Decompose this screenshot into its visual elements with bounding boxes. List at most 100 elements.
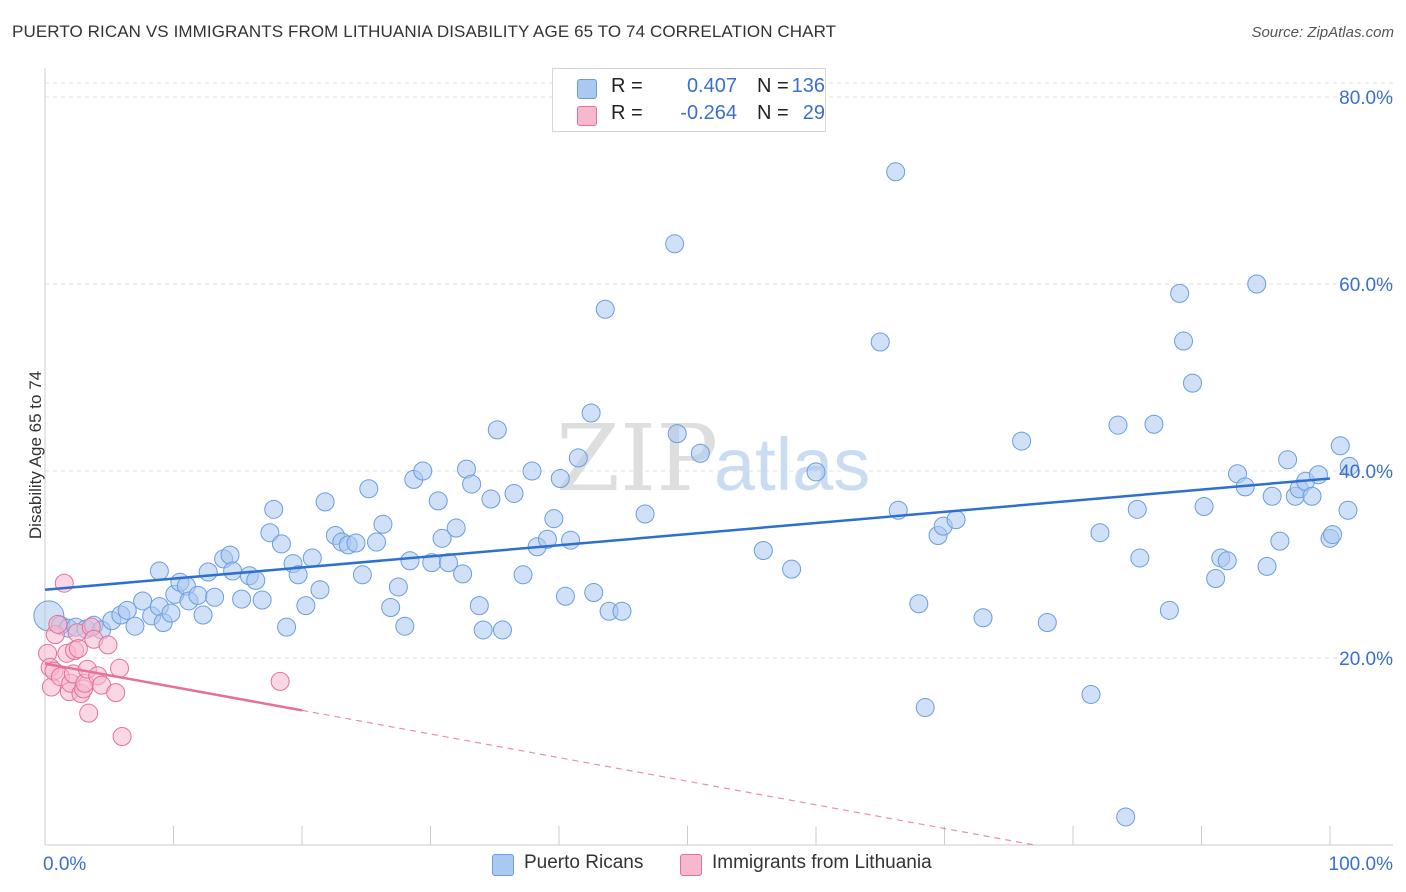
trend-line-immigrants-from-lithuania — [44, 662, 303, 712]
data-point-puerto-ricans — [487, 420, 507, 440]
data-point-puerto-ricans — [346, 533, 366, 553]
y-tick-label: 20.0% — [1339, 649, 1393, 670]
data-point-puerto-ricans — [1174, 331, 1194, 351]
y-tick-labels: 20.0% 40.0% 60.0% 80.0% — [1339, 88, 1393, 670]
data-point-puerto-ricans — [870, 332, 890, 352]
data-point-puerto-ricans — [1247, 274, 1267, 294]
chart-title: PUERTO RICAN VS IMMIGRANTS FROM LITHUANI… — [12, 22, 837, 41]
data-point-puerto-ricans — [522, 461, 542, 481]
data-point-puerto-ricans — [481, 489, 501, 509]
data-point-puerto-ricans — [581, 403, 601, 423]
data-point-puerto-ricans — [1206, 569, 1226, 589]
data-point-puerto-ricans — [400, 551, 420, 571]
legend-n-label: N = — [757, 102, 789, 124]
legend-r-value: -0.264 — [680, 102, 737, 124]
data-point-puerto-ricans — [288, 565, 308, 585]
data-point-puerto-ricans — [1183, 373, 1203, 393]
data-point-puerto-ricans — [1302, 486, 1322, 506]
data-point-puerto-ricans — [544, 509, 564, 529]
legend-n-value: 29 — [802, 102, 825, 124]
data-point-puerto-ricans — [453, 564, 473, 584]
series-immigrants-from-lithuania — [38, 573, 290, 747]
data-point-puerto-ricans — [1130, 548, 1150, 568]
data-point-puerto-ricans — [271, 534, 291, 554]
data-point-puerto-ricans — [1278, 450, 1298, 470]
data-point-immigrants-from-lithuania — [110, 658, 130, 678]
data-point-puerto-ricans — [388, 577, 408, 597]
data-point-puerto-ricans — [223, 561, 243, 581]
trend-line-extension-immigrants-from-lithuania — [301, 709, 1035, 846]
data-point-puerto-ricans — [260, 523, 280, 543]
data-point-puerto-ricans — [612, 601, 632, 621]
data-point-puerto-ricans — [296, 596, 316, 616]
data-point-puerto-ricans — [1081, 684, 1101, 704]
data-point-puerto-ricans — [1127, 499, 1147, 519]
data-point-puerto-ricans — [161, 603, 181, 623]
correlation-legend: R = 0.407 N = 136 R = -0.264 N = 29 — [552, 68, 826, 132]
data-point-puerto-ricans — [568, 448, 588, 468]
data-point-puerto-ricans — [432, 528, 452, 548]
data-point-puerto-ricans — [252, 590, 272, 610]
data-point-puerto-ricans — [1270, 531, 1290, 551]
data-point-immigrants-from-lithuania — [68, 639, 88, 659]
data-point-puerto-ricans — [667, 424, 687, 444]
data-point-immigrants-from-lithuania — [106, 683, 126, 703]
axes — [44, 68, 1393, 846]
data-point-puerto-ricans — [302, 548, 322, 568]
trend-lines — [44, 477, 1331, 846]
data-point-puerto-ricans — [1257, 556, 1277, 576]
bottom-legend-swatch-immigrants-from-lithuania — [680, 854, 702, 876]
data-point-puerto-ricans — [1116, 807, 1136, 827]
data-point-puerto-ricans — [469, 596, 489, 616]
data-point-puerto-ricans — [462, 474, 482, 494]
legend-n-value: 136 — [791, 75, 825, 97]
legend-r-value: 0.407 — [686, 75, 737, 97]
data-point-puerto-ricans — [1170, 283, 1190, 303]
bottom-legend-label: Puerto Ricans — [524, 852, 644, 873]
data-point-puerto-ricans — [1194, 497, 1214, 517]
data-point-puerto-ricans — [359, 479, 379, 499]
series-puerto-ricans — [33, 162, 1359, 827]
data-point-puerto-ricans — [1217, 551, 1237, 571]
data-point-puerto-ricans — [635, 504, 655, 524]
legend-r-label: R = — [611, 102, 643, 124]
data-point-puerto-ricans — [1108, 415, 1128, 435]
data-point-immigrants-from-lithuania — [112, 727, 132, 747]
data-point-puerto-ricans — [1037, 612, 1057, 632]
data-point-puerto-ricans — [373, 514, 393, 534]
data-point-puerto-ricans — [1159, 600, 1179, 620]
data-point-puerto-ricans — [1090, 523, 1110, 543]
data-point-immigrants-from-lithuania — [48, 614, 68, 634]
data-point-puerto-ricans — [367, 532, 387, 552]
watermark-atlas: atlas — [714, 423, 870, 506]
data-point-puerto-ricans — [886, 162, 906, 182]
legend-r-label: R = — [611, 75, 643, 97]
data-point-puerto-ricans — [537, 529, 557, 549]
bottom-legend-swatch-puerto-ricans — [492, 854, 514, 876]
data-point-puerto-ricans — [125, 616, 145, 636]
data-point-puerto-ricans — [561, 530, 581, 550]
data-point-puerto-ricans — [555, 586, 575, 606]
data-point-immigrants-from-lithuania — [98, 635, 118, 655]
data-point-puerto-ricans — [133, 591, 153, 611]
data-point-puerto-ricans — [513, 565, 533, 585]
legend-n-label: N = — [757, 75, 789, 97]
y-tick-label: 40.0% — [1339, 462, 1393, 483]
data-point-puerto-ricans — [205, 587, 225, 607]
x-tick-label-max: 100.0% — [1329, 854, 1394, 875]
data-point-puerto-ricans — [909, 594, 929, 614]
data-point-puerto-ricans — [310, 580, 330, 600]
y-tick-label: 80.0% — [1339, 88, 1393, 109]
legend-swatch-immigrants-from-lithuania — [577, 106, 597, 126]
data-point-puerto-ricans — [504, 483, 524, 503]
data-point-puerto-ricans — [1338, 500, 1358, 520]
source-label: Source: ZipAtlas.com — [1251, 24, 1394, 41]
data-point-puerto-ricans — [149, 561, 169, 581]
data-point-puerto-ricans — [381, 598, 401, 618]
data-point-puerto-ricans — [473, 620, 493, 640]
data-point-puerto-ricans — [188, 585, 208, 605]
data-point-puerto-ricans — [1330, 436, 1350, 456]
data-point-puerto-ricans — [315, 492, 335, 512]
data-point-puerto-ricans — [264, 499, 284, 519]
data-point-puerto-ricans — [117, 600, 137, 620]
